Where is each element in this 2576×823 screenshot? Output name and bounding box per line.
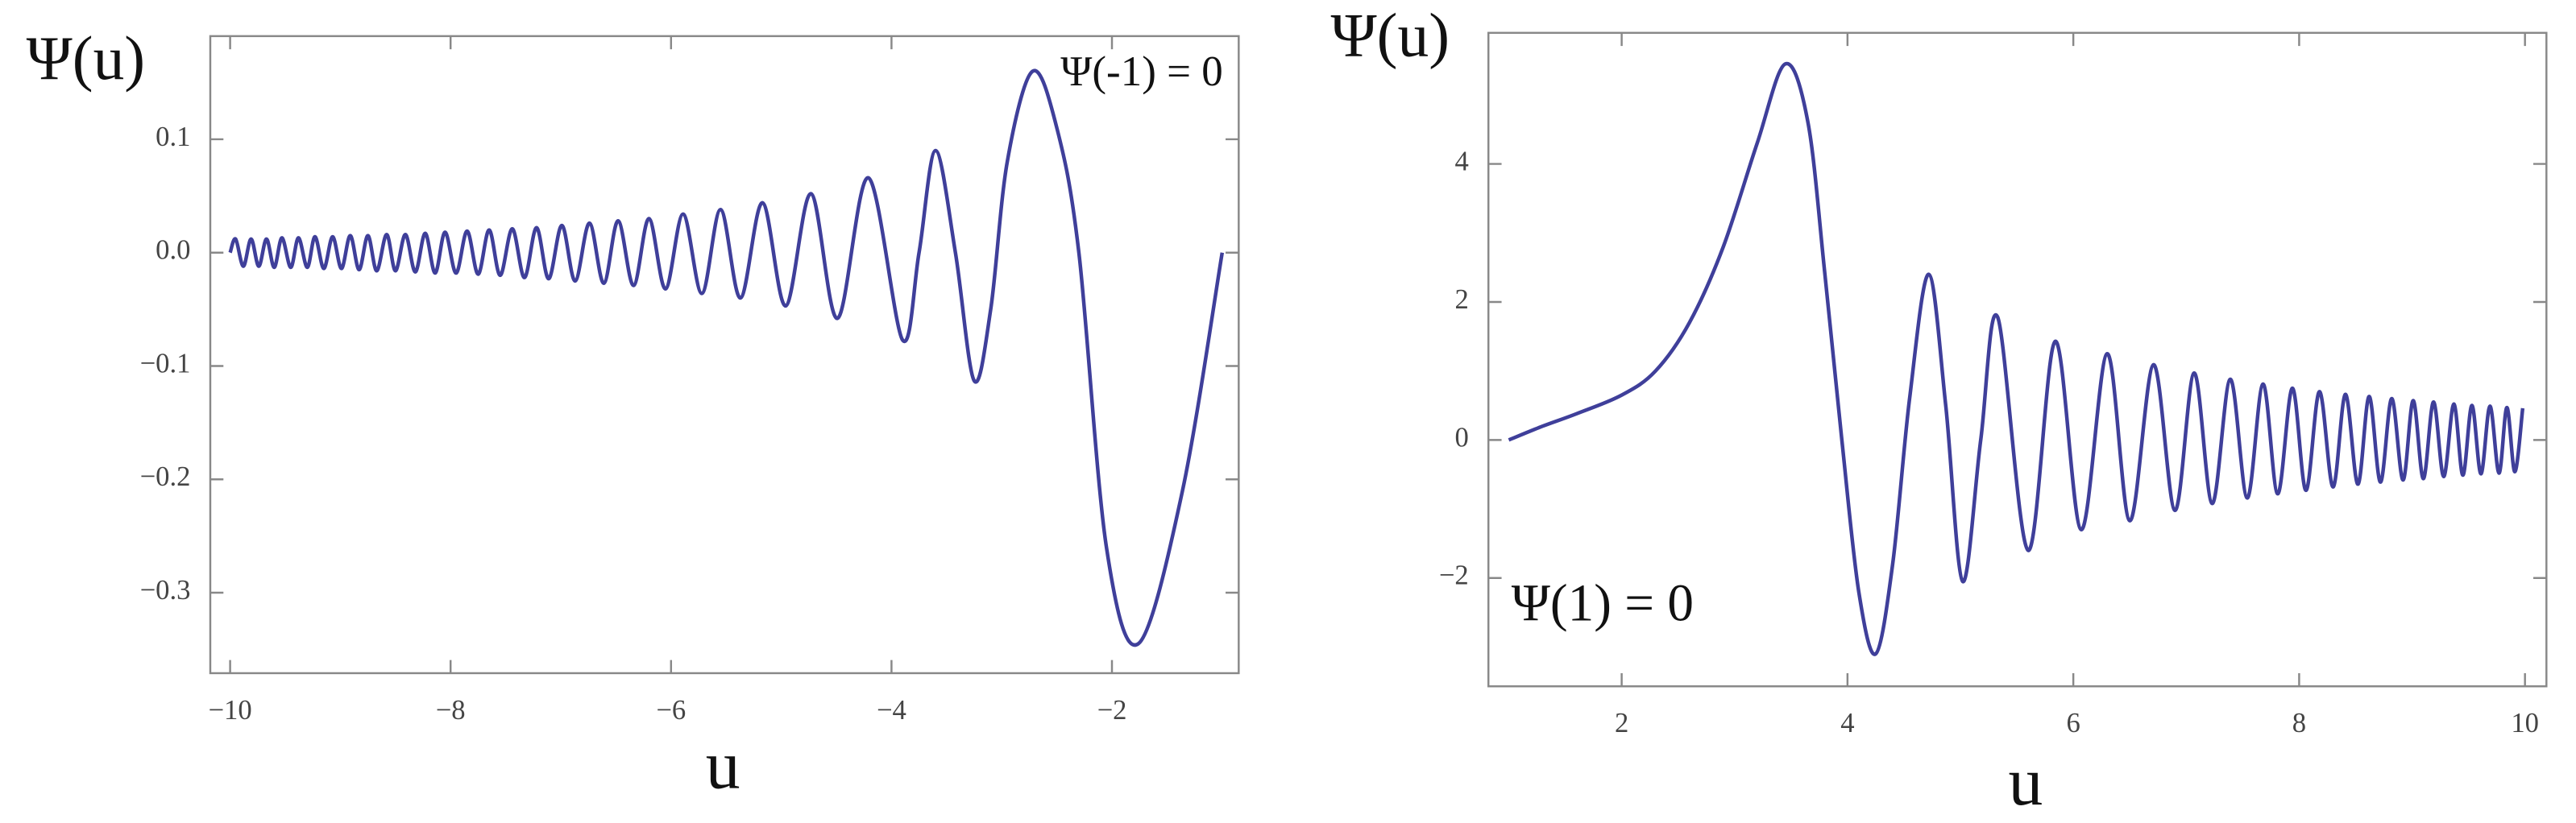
curve (1508, 61, 2525, 656)
y-axis-label: Ψ(u) (27, 23, 146, 93)
y-tick-label: 0.1 (156, 122, 190, 152)
x-tick-label: −6 (656, 695, 686, 726)
annotation: Ψ(-1) = 0 (1060, 48, 1222, 95)
x-tick-label: 4 (1840, 708, 1854, 738)
y-tick-label: 0 (1454, 422, 1468, 453)
plot-frame (1487, 31, 2548, 688)
y-tick-label: 4 (1454, 147, 1468, 177)
curve (228, 68, 1225, 647)
x-tick-label: −4 (877, 695, 906, 726)
y-tick-label: −0.2 (140, 461, 191, 492)
y-tick-label: −0.3 (140, 575, 191, 606)
y-axis-label: Ψ(u) (1331, 0, 1450, 69)
x-tick-label: 10 (2511, 708, 2539, 738)
x-tick-label: −2 (1097, 695, 1127, 726)
plot-frame (209, 35, 1240, 675)
y-tick-label: 2 (1454, 284, 1468, 315)
x-tick-label: −10 (209, 695, 252, 726)
y-tick-label: 0.0 (156, 235, 190, 266)
x-tick-label: 8 (2292, 708, 2306, 738)
x-tick-label: 6 (2066, 708, 2080, 738)
x-axis-label: u (2009, 743, 2043, 820)
y-tick-label: −2 (1439, 560, 1469, 591)
x-tick-label: 2 (1615, 708, 1628, 738)
annotation: Ψ(1) = 0 (1512, 575, 1694, 633)
x-axis-label: u (706, 727, 740, 804)
y-tick-label: −0.1 (140, 348, 191, 378)
x-tick-label: −8 (436, 695, 466, 726)
